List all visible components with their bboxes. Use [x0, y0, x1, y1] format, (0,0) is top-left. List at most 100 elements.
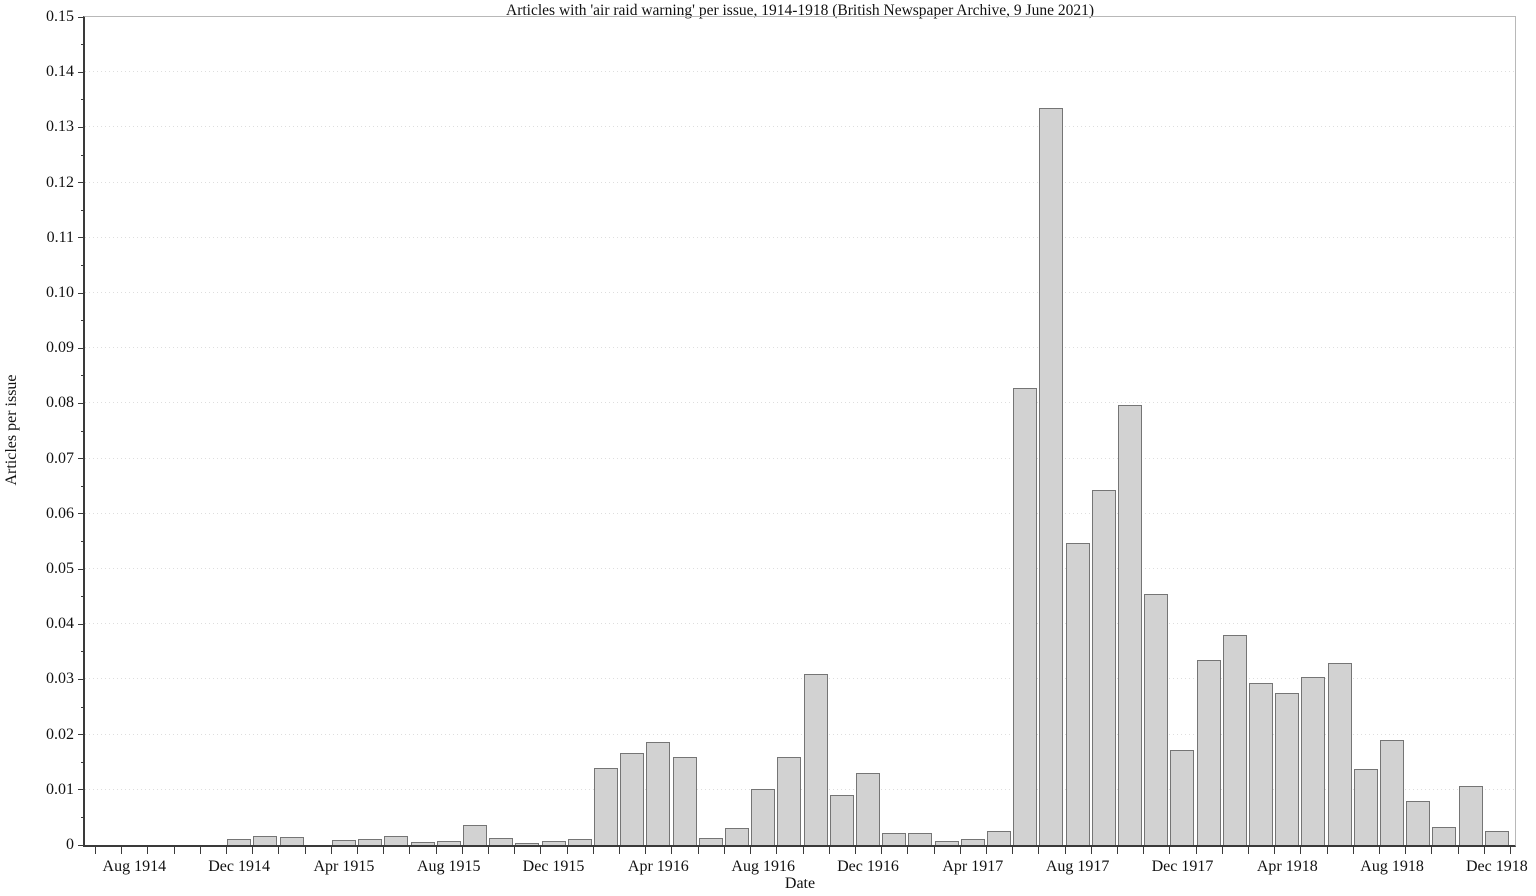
- bar: [410, 841, 435, 845]
- bar: [515, 842, 540, 845]
- y-tick: [78, 568, 85, 570]
- y-tick-label: 0.12: [46, 173, 74, 191]
- x-tick: [959, 847, 961, 854]
- x-tick: [121, 847, 123, 854]
- x-tick: [1090, 847, 1092, 854]
- bar: [1196, 659, 1221, 845]
- bar: [724, 828, 749, 845]
- x-tick: [540, 847, 542, 854]
- y-tick: [78, 126, 85, 128]
- x-tick: [1457, 847, 1459, 854]
- bar: [698, 838, 723, 845]
- x-tick: [1431, 847, 1433, 854]
- bar: [593, 767, 618, 845]
- y-tick-label: 0.08: [46, 394, 74, 412]
- bar: [1327, 663, 1352, 845]
- gridline: [85, 568, 1515, 569]
- x-tick: [330, 847, 332, 854]
- y-minor-tick: [81, 44, 85, 46]
- y-tick: [78, 292, 85, 294]
- x-tick: [1274, 847, 1276, 854]
- gridline: [85, 623, 1515, 625]
- x-axis-title: Date: [784, 875, 816, 892]
- bar: [1301, 677, 1326, 845]
- x-tick: [357, 847, 359, 854]
- y-tick: [78, 513, 85, 515]
- x-tick: [304, 847, 306, 854]
- x-tick-label: Apr 1915: [313, 858, 375, 875]
- y-axis-title: Articles per issue: [3, 374, 20, 486]
- gridline: [85, 236, 1515, 238]
- x-tick: [1116, 847, 1118, 854]
- x-tick-label: Dec 1917: [1151, 858, 1214, 875]
- x-tick: [671, 847, 673, 854]
- y-minor-tick: [81, 761, 85, 763]
- bar: [1249, 682, 1274, 845]
- bar: [829, 794, 854, 845]
- x-tick: [854, 847, 856, 854]
- y-minor-tick: [81, 264, 85, 266]
- gridline: [85, 292, 1515, 293]
- bar: [1065, 543, 1090, 845]
- x-tick: [173, 847, 175, 854]
- y-tick-label: 0.05: [46, 560, 74, 577]
- y-tick: [78, 16, 85, 18]
- y-minor-tick: [81, 485, 85, 487]
- y-tick-label: 0.07: [46, 449, 74, 467]
- x-tick: [199, 847, 201, 854]
- bar: [960, 838, 985, 845]
- y-minor-tick: [81, 706, 85, 708]
- x-tick: [147, 847, 149, 854]
- x-tick: [1300, 847, 1302, 854]
- bar: [1091, 490, 1116, 845]
- x-tick: [1012, 847, 1014, 854]
- x-tick-label: Dec 1914: [208, 858, 270, 875]
- x-tick: [723, 847, 725, 854]
- gridline: [85, 181, 1515, 183]
- bar: [253, 835, 278, 845]
- x-tick: [409, 847, 411, 854]
- x-tick: [645, 847, 647, 854]
- y-tick: [78, 402, 85, 404]
- x-tick: [95, 847, 96, 854]
- bar: [541, 841, 566, 845]
- gridline: [85, 678, 1515, 680]
- x-tick: [1405, 847, 1407, 854]
- x-tick-label: Aug 1915: [416, 858, 481, 875]
- x-tick: [435, 847, 437, 854]
- x-tick-label: Apr 1916: [627, 858, 689, 875]
- y-tick-label: 0.09: [46, 339, 74, 357]
- bar: [1406, 801, 1431, 845]
- bar: [882, 833, 907, 845]
- x-tick: [592, 847, 594, 854]
- x-tick: [461, 847, 463, 854]
- bar: [620, 753, 645, 845]
- bar: [1353, 769, 1378, 845]
- gridline: [85, 71, 1515, 73]
- x-tick: [1483, 847, 1485, 854]
- x-tick-label: Apr 1918: [1256, 858, 1318, 875]
- y-tick: [78, 734, 85, 736]
- x-tick: [619, 847, 621, 854]
- bar: [227, 838, 252, 845]
- bar: [1275, 693, 1300, 845]
- x-tick: [252, 847, 254, 854]
- x-tick-label: Aug 1917: [1045, 858, 1110, 875]
- y-tick-label: 0.13: [46, 118, 74, 136]
- y-tick: [78, 458, 85, 460]
- bar: [751, 789, 776, 845]
- bar: [462, 824, 487, 845]
- y-tick-label: 0.04: [46, 615, 74, 633]
- y-tick-label: 0: [66, 836, 74, 853]
- bar: [646, 742, 671, 845]
- chart-title: Articles with 'air raid warning' per iss…: [506, 2, 1094, 19]
- y-tick: [78, 623, 85, 625]
- gridline: [85, 512, 1515, 514]
- x-tick-label: Aug 1914: [102, 858, 167, 875]
- y-tick-label: 0.01: [46, 780, 74, 798]
- x-tick: [1143, 847, 1145, 854]
- y-tick: [78, 678, 85, 680]
- gridline: [85, 733, 1515, 735]
- bar: [672, 756, 697, 845]
